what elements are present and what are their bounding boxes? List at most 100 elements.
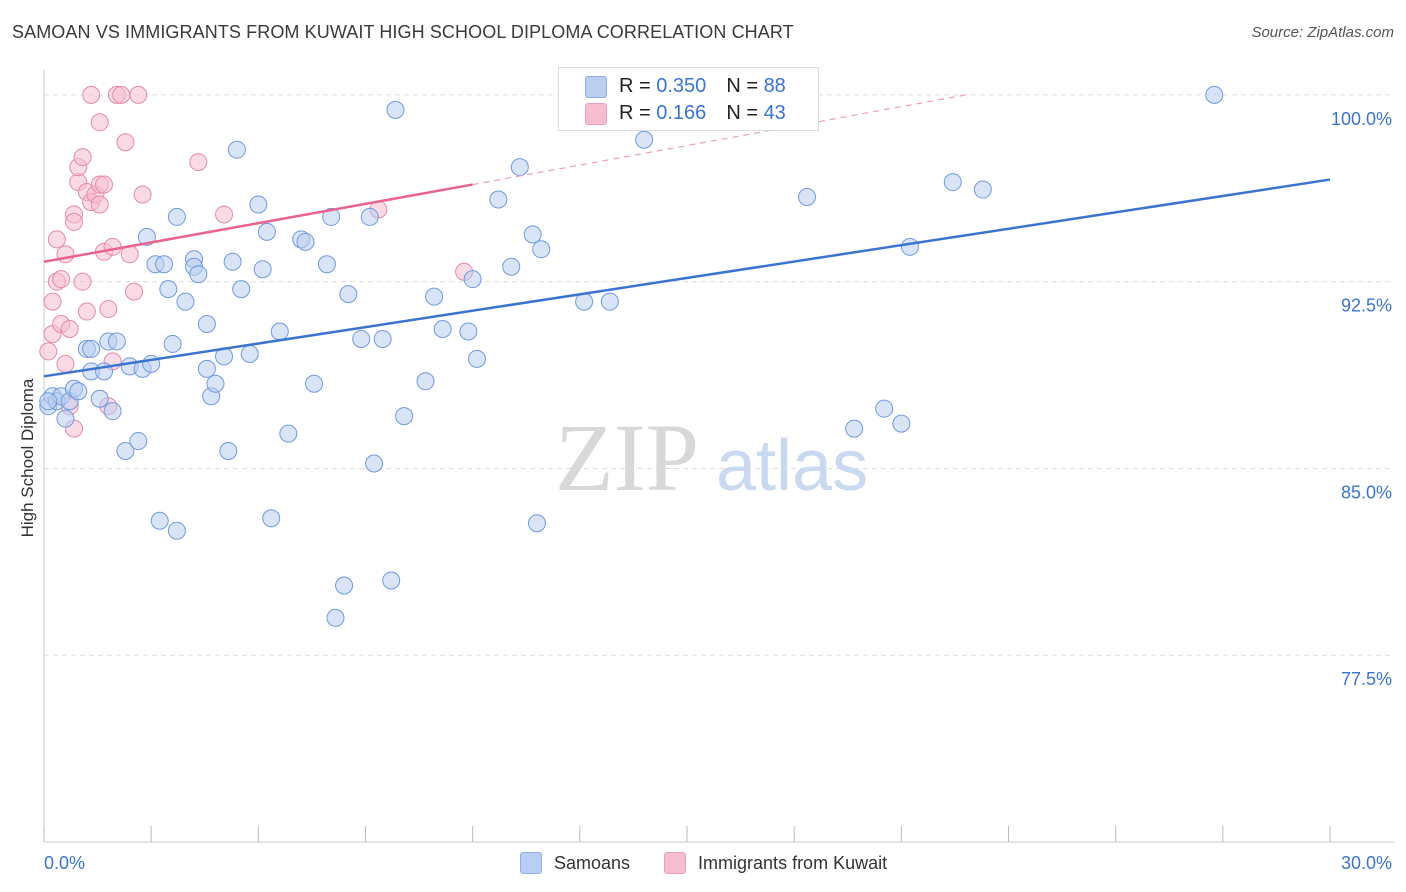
kuwait-point <box>56 354 75 373</box>
samoan-point <box>943 173 962 192</box>
samoan-point <box>253 260 272 279</box>
samoan-point <box>270 322 289 341</box>
samoan-point <box>219 442 238 461</box>
samoan-point <box>1205 85 1224 104</box>
x-tick-label-min: 0.0% <box>44 853 85 873</box>
tick-labels: 77.5% 85.0% 92.5% 100.0% 0.0% 30.0% <box>44 109 1392 873</box>
samoan-point <box>335 576 354 595</box>
samoan-point <box>103 402 122 421</box>
kuwait-point <box>47 230 66 249</box>
samoan-point <box>189 265 208 284</box>
legend-n-label: N = <box>726 74 764 97</box>
samoan-point <box>489 190 508 209</box>
samoan-point <box>155 255 174 274</box>
samoan-point <box>510 158 529 177</box>
legend-item-kuwait: Immigrants from Kuwait <box>664 852 887 874</box>
y-tick-label: 100.0% <box>1331 109 1392 129</box>
legend-swatch-pink <box>664 852 687 874</box>
samoan-point <box>279 424 298 443</box>
source-label: Source: ZipAtlas.com <box>1251 24 1394 41</box>
samoan-point <box>459 322 478 341</box>
samoan-point <box>360 207 379 226</box>
legend-row-samoans: R = 0.350 N = 88 <box>585 72 786 100</box>
trend-lines <box>43 94 1331 378</box>
legend-r-label: R = <box>619 101 657 124</box>
legend-r-label: R = <box>619 74 657 97</box>
samoan-point <box>262 509 281 528</box>
samoan-point <box>386 100 405 119</box>
kuwait-point <box>73 148 92 167</box>
correlation-legend: R = 0.350 N = 88 R = 0.166 N = 43 <box>558 67 819 131</box>
samoan-point <box>39 392 58 411</box>
series-legend: Samoans Immigrants from Kuwait <box>520 852 921 874</box>
kuwait-point <box>39 342 58 361</box>
samoan-point <box>416 372 435 391</box>
samoan-point <box>56 409 75 428</box>
samoan-point <box>197 315 216 334</box>
y-axis-label: High School Diploma <box>18 378 37 538</box>
kuwait-point <box>60 319 79 338</box>
kuwait-point <box>90 113 109 132</box>
samoan-point <box>635 130 654 149</box>
samoan-point <box>365 454 384 473</box>
kuwait-point <box>189 153 208 172</box>
grid-lines <box>44 94 1394 656</box>
samoan-point <box>339 285 358 304</box>
samoan-point <box>167 521 186 540</box>
samoan-point <box>502 257 521 276</box>
samoan-point <box>317 255 336 274</box>
legend-n-value: 43 <box>763 101 786 124</box>
samoan-point <box>373 329 392 348</box>
samoan-point <box>159 280 178 299</box>
samoan-point <box>206 374 225 393</box>
samoan-point <box>326 608 345 627</box>
samoan-point <box>163 334 182 353</box>
kuwait-point <box>52 270 71 289</box>
legend-swatch-blue <box>520 852 542 874</box>
samoan-point <box>433 319 452 338</box>
samoan-point <box>523 225 542 244</box>
samoan-points <box>39 85 1224 627</box>
samoan-point <box>167 207 186 226</box>
samoan-point <box>116 442 135 461</box>
kuwait-point <box>65 212 84 231</box>
legend-row-kuwait: R = 0.166 N = 43 <box>585 99 786 127</box>
legend-item-samoans: Samoans <box>520 852 630 874</box>
samoan-point <box>82 339 101 358</box>
samoan-point <box>176 292 195 311</box>
samoan-point <box>69 382 88 401</box>
watermark: ZIP atlas <box>555 404 868 511</box>
legend-n-value: 88 <box>763 74 786 97</box>
samoan-point <box>875 399 894 418</box>
kuwait-point <box>103 237 122 256</box>
chart-title: SAMOAN VS IMMIGRANTS FROM KUWAIT HIGH SC… <box>12 22 794 42</box>
kuwait-point <box>112 85 131 104</box>
samoan-point <box>527 514 546 533</box>
y-tick-label: 85.0% <box>1341 482 1392 502</box>
axes <box>43 70 1394 843</box>
samoan-point <box>382 571 401 590</box>
kuwait-point <box>125 282 144 301</box>
samoan-point <box>150 511 169 530</box>
samoan-point <box>129 432 148 451</box>
kuwait-point <box>129 85 148 104</box>
kuwait-point <box>73 272 92 291</box>
samoan-trend-line <box>43 178 1331 378</box>
samoan-point <box>532 240 551 259</box>
legend-n-label: N = <box>726 101 764 124</box>
x-tick-label-max: 30.0% <box>1341 853 1392 873</box>
watermark-atlas: atlas <box>716 426 868 506</box>
samoan-point <box>90 389 109 408</box>
legend-r-value: 0.350 <box>656 74 707 97</box>
samoan-point <box>322 207 341 226</box>
samoan-point <box>296 232 315 251</box>
samoan-point <box>137 227 156 246</box>
y-tick-label: 92.5% <box>1341 296 1392 316</box>
samoan-point <box>395 407 414 426</box>
kuwait-point <box>116 133 135 152</box>
samoan-point <box>892 414 911 433</box>
samoan-point <box>232 280 251 299</box>
samoan-point <box>900 237 919 256</box>
legend-swatch-pink <box>585 103 607 125</box>
